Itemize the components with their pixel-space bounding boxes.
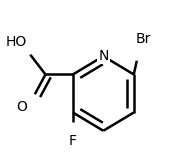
Text: Br: Br [135, 32, 151, 46]
Text: HO: HO [6, 35, 27, 49]
Text: N: N [98, 49, 108, 63]
Text: F: F [69, 134, 77, 148]
Text: O: O [16, 100, 27, 114]
